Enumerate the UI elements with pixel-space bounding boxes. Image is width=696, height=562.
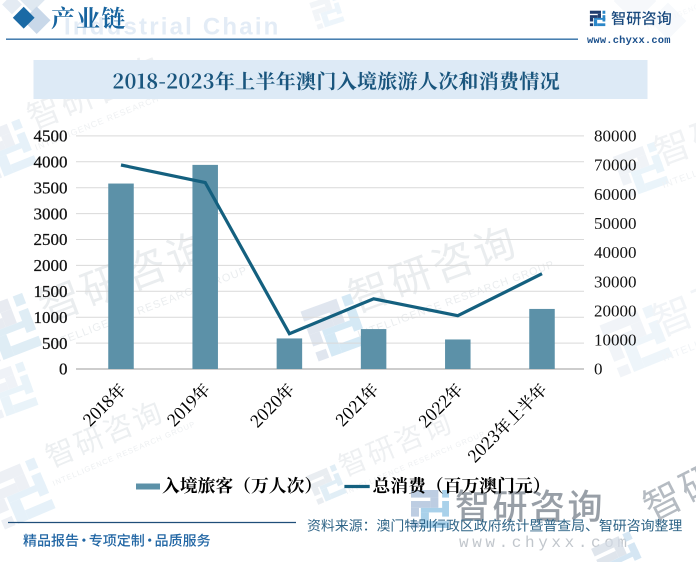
svg-text:0: 0 — [59, 360, 68, 379]
svg-text:www.chyxx.com: www.chyxx.com — [459, 534, 631, 552]
svg-text:40000: 40000 — [594, 243, 637, 262]
svg-text:80000: 80000 — [594, 127, 637, 146]
svg-text:4000: 4000 — [34, 153, 68, 172]
svg-text:60000: 60000 — [594, 185, 637, 204]
svg-text:50000: 50000 — [594, 214, 637, 233]
svg-text:INTELLIGENCE RESEARCH GROUP: INTELLIGENCE RESEARCH GROUP — [47, 265, 249, 352]
svg-text:0: 0 — [594, 360, 603, 379]
svg-text:2000: 2000 — [34, 256, 68, 275]
svg-text:70000: 70000 — [594, 156, 637, 175]
svg-text:1000: 1000 — [34, 308, 68, 327]
svg-text:500: 500 — [42, 334, 68, 353]
svg-text:3000: 3000 — [34, 204, 68, 223]
svg-text:1500: 1500 — [34, 282, 68, 301]
svg-text:Industrial Chain: Industrial Chain — [64, 14, 281, 41]
svg-text:2500: 2500 — [34, 230, 68, 249]
svg-text:3500: 3500 — [34, 178, 68, 197]
svg-text:www.chyxx.com: www.chyxx.com — [587, 35, 671, 47]
svg-text:30000: 30000 — [594, 272, 637, 291]
svg-text:10000: 10000 — [594, 331, 637, 350]
svg-text:20000: 20000 — [594, 301, 637, 320]
svg-text:4500: 4500 — [34, 127, 68, 146]
